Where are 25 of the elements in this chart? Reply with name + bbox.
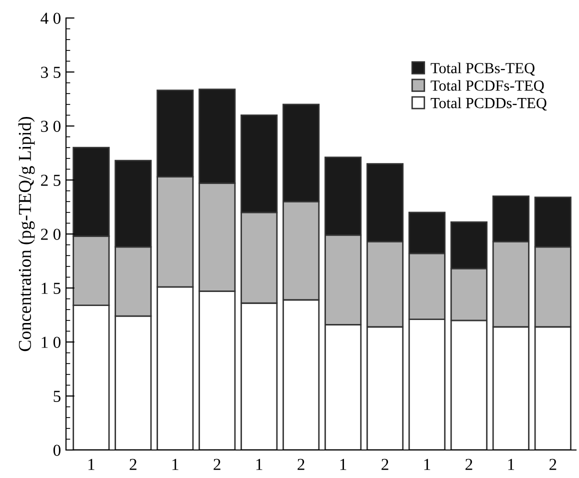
y-tick-label: 0 [53, 444, 61, 456]
y-tick-label: 3 5 [41, 66, 60, 78]
x-tick-label: 1 [256, 458, 262, 470]
x-tick-label: 2 [298, 458, 304, 470]
x-tick-label: 2 [382, 458, 388, 470]
x-tick-label: 2 [466, 458, 472, 470]
x-tick-label: 1 [88, 458, 94, 470]
legend-label: Total PCDFs-TEQ [430, 80, 544, 94]
y-tick-label: 2 0 [41, 228, 61, 240]
x-tick-label: 1 [172, 458, 178, 470]
legend-label: Total PCBs-TEQ [430, 62, 535, 76]
legend-label: Total PCDDs-TEQ [430, 97, 547, 111]
y-tick-label: 1 0 [42, 336, 61, 348]
x-tick-label: 2 [130, 458, 136, 470]
x-tick-label: 2 [214, 458, 220, 470]
x-tick-label: 2 [549, 458, 556, 470]
y-tick-label: 1 5 [42, 282, 60, 294]
y-axis-title: Concentration (pg-TEQ/g Lipid) [18, 116, 35, 352]
y-tick-label: 4 0 [40, 12, 61, 24]
x-tick-label: 1 [340, 458, 346, 470]
y-tick-label: 3 0 [41, 120, 61, 132]
y-tick-label: 2 5 [41, 174, 60, 186]
x-tick-label: 1 [424, 458, 430, 470]
x-tick-label: 1 [508, 458, 514, 470]
y-tick-label: 5 [54, 390, 60, 402]
